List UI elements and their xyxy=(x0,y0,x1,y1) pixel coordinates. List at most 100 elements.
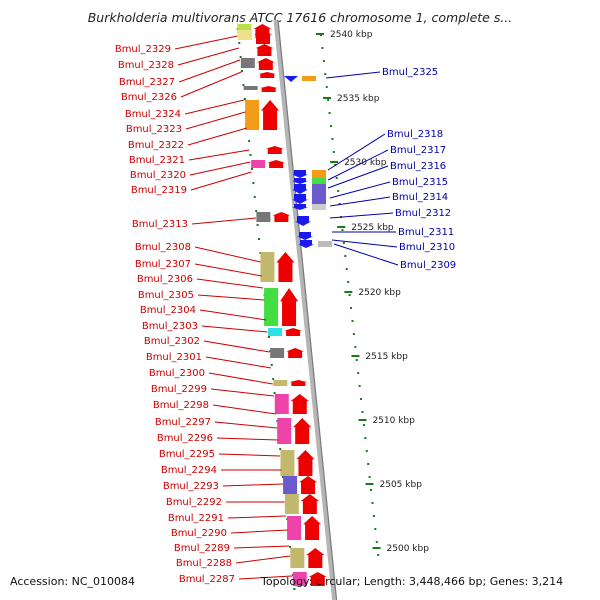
gene-label-bmul-2293[interactable]: Bmul_2293 xyxy=(163,481,219,492)
gene-label-bmul-2315[interactable]: Bmul_2315 xyxy=(392,177,448,188)
reverse-gene-arrow xyxy=(295,216,311,226)
gene-label-bmul-2329[interactable]: Bmul_2329 xyxy=(115,44,171,55)
ruler-tick-label: 2535 kbp xyxy=(337,94,380,104)
forward-gene-arrow xyxy=(286,348,305,358)
gene-label-bmul-2322[interactable]: Bmul_2322 xyxy=(128,140,184,151)
backbone-layer xyxy=(273,19,338,600)
right-callout-line xyxy=(331,239,398,248)
left-callout-line xyxy=(184,99,245,115)
gene-label-bmul-2294[interactable]: Bmul_2294 xyxy=(161,465,217,476)
gene-label-bmul-2321[interactable]: Bmul_2321 xyxy=(129,155,185,166)
gene-label-bmul-2296[interactable]: Bmul_2296 xyxy=(157,433,213,444)
left-callout-line xyxy=(185,111,246,130)
gene-label-bmul-2313[interactable]: Bmul_2313 xyxy=(132,219,188,230)
forward-gene-arrow xyxy=(280,288,299,326)
gene-label-bmul-2325[interactable]: Bmul_2325 xyxy=(382,67,438,78)
gene-label-bmul-2316[interactable]: Bmul_2316 xyxy=(390,161,446,172)
gene-label-bmul-2308[interactable]: Bmul_2308 xyxy=(135,242,191,253)
ruler-dot xyxy=(357,372,360,374)
genome-summary-text: Topology: circular; Length: 3,448,466 bp… xyxy=(261,575,564,588)
gene-label-bmul-2323[interactable]: Bmul_2323 xyxy=(126,124,182,135)
inner-track-dot xyxy=(289,546,292,548)
left-callout-line xyxy=(210,388,275,397)
left-callout-line xyxy=(197,294,265,301)
left-callout-line xyxy=(188,149,250,161)
ruler-tick-label: 2515 kbp xyxy=(365,352,408,362)
gene-label-bmul-2302[interactable]: Bmul_2302 xyxy=(144,336,200,347)
ruler-dot xyxy=(331,138,334,140)
gene-box xyxy=(312,194,326,204)
gene-box xyxy=(312,184,326,194)
gene-label-bmul-2288[interactable]: Bmul_2288 xyxy=(176,558,232,569)
gene-label-bmul-2306[interactable]: Bmul_2306 xyxy=(137,274,193,285)
inner-track-dot xyxy=(239,56,242,58)
gene-box xyxy=(260,252,275,282)
ruler-dot xyxy=(321,47,324,49)
gene-label-bmul-2287[interactable]: Bmul_2287 xyxy=(179,574,235,585)
gene-box xyxy=(284,494,299,514)
left-callout-line xyxy=(218,453,281,457)
gene-label-bmul-2310[interactable]: Bmul_2310 xyxy=(399,242,455,253)
left-callout-line xyxy=(238,575,293,580)
gene-box xyxy=(256,212,271,222)
right-callout-line xyxy=(327,133,386,171)
ruler-dot xyxy=(374,528,377,530)
left-callout-line xyxy=(203,340,270,353)
gene-label-bmul-2314[interactable]: Bmul_2314 xyxy=(392,192,448,203)
gene-label-bmul-2327[interactable]: Bmul_2327 xyxy=(119,77,175,88)
gene-label-bmul-2304[interactable]: Bmul_2304 xyxy=(140,305,196,316)
gene-label-bmul-2309[interactable]: Bmul_2309 xyxy=(400,260,456,271)
gene-box xyxy=(312,170,326,178)
gene-label-bmul-2307[interactable]: Bmul_2307 xyxy=(135,259,191,270)
ruler-dot xyxy=(368,476,371,478)
gene-label-bmul-2292[interactable]: Bmul_2292 xyxy=(166,497,222,508)
ruler-dot xyxy=(345,268,348,270)
gene-label-bmul-2299[interactable]: Bmul_2299 xyxy=(151,384,207,395)
reverse-gene-arrow xyxy=(292,194,308,204)
gene-label-bmul-2303[interactable]: Bmul_2303 xyxy=(142,321,198,332)
left-callout-line xyxy=(180,71,242,98)
kbp-ruler: 2540 kbp 2535 kbp 2530 kbp 2525 kbp 2520 kbp… xyxy=(236,28,429,590)
gene-label-bmul-2319[interactable]: Bmul_2319 xyxy=(131,185,187,196)
ruler-dot xyxy=(352,333,355,335)
left-callout-line xyxy=(194,246,261,263)
forward-gene-arrow xyxy=(306,548,325,568)
gene-label-bmul-2318[interactable]: Bmul_2318 xyxy=(387,129,443,140)
gene-label-bmul-2291[interactable]: Bmul_2291 xyxy=(168,513,224,524)
gene-label-bmul-2297[interactable]: Bmul_2297 xyxy=(155,417,211,428)
gene-label-bmul-2312[interactable]: Bmul_2312 xyxy=(395,208,451,219)
gene-box xyxy=(238,30,253,40)
gene-label-bmul-2290[interactable]: Bmul_2290 xyxy=(171,528,227,539)
ruler-dot xyxy=(328,112,331,114)
gene-label-bmul-2300[interactable]: Bmul_2300 xyxy=(149,368,205,379)
ruler-dot xyxy=(327,99,330,101)
gene-label-bmul-2289[interactable]: Bmul_2289 xyxy=(174,543,230,554)
gene-label-bmul-2317[interactable]: Bmul_2317 xyxy=(390,145,446,156)
gene-box xyxy=(251,160,266,168)
left-callout-line xyxy=(174,35,238,50)
ruler-dot xyxy=(341,229,344,231)
left-callout-line xyxy=(208,372,273,385)
gene-label-bmul-2298[interactable]: Bmul_2298 xyxy=(153,400,209,411)
gene-label-bmul-2311[interactable]: Bmul_2311 xyxy=(398,227,454,238)
gene-label-bmul-2301[interactable]: Bmul_2301 xyxy=(146,352,202,363)
map-title: Burkholderia multivorans ATCC 17616 chro… xyxy=(87,10,513,25)
ruler-tick-label: 2525 kbp xyxy=(351,223,394,233)
gene-box xyxy=(277,418,292,444)
forward-gene-arrow xyxy=(296,450,315,476)
gene-label-bmul-2320[interactable]: Bmul_2320 xyxy=(130,170,186,181)
gene-label-bmul-2324[interactable]: Bmul_2324 xyxy=(125,109,181,120)
gene-label-bmul-2305[interactable]: Bmul_2305 xyxy=(138,290,194,301)
gene-label-bmul-2295[interactable]: Bmul_2295 xyxy=(159,449,215,460)
inner-track-dot xyxy=(258,238,261,240)
gene-box xyxy=(273,380,288,386)
ruler-dot xyxy=(367,463,370,465)
gene-label-bmul-2326[interactable]: Bmul_2326 xyxy=(121,92,177,103)
gene-features xyxy=(237,24,332,586)
ruler-dot xyxy=(330,125,333,127)
left-callout-line xyxy=(191,217,257,225)
ruler-tick-label: 2540 kbp xyxy=(330,30,373,40)
gene-box xyxy=(237,24,252,34)
gene-label-bmul-2328[interactable]: Bmul_2328 xyxy=(118,60,174,71)
right-callout-line xyxy=(329,181,391,199)
